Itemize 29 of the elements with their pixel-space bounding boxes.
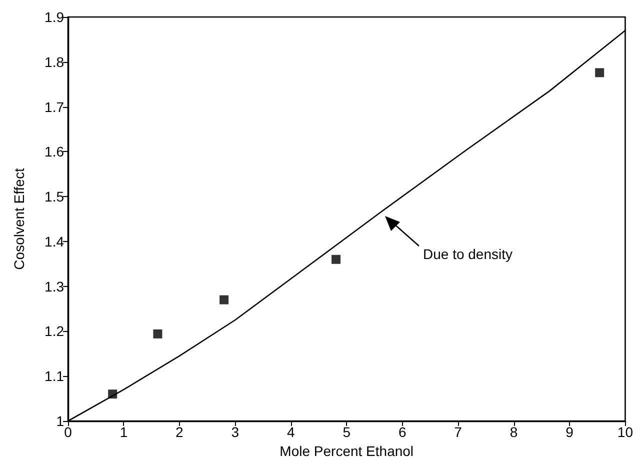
x-tick-label: 6 bbox=[398, 424, 406, 440]
x-axis-title: Mole Percent Ethanol bbox=[280, 442, 414, 459]
x-tick-label: 4 bbox=[286, 424, 295, 440]
y-tick-label: 1.8 bbox=[44, 54, 64, 70]
y-tick-label: 1.7 bbox=[44, 98, 64, 115]
x-tick-label: 3 bbox=[231, 424, 240, 440]
x-tick-label: 1 bbox=[120, 424, 128, 440]
y-tick-label: 1.9 bbox=[44, 9, 64, 25]
x-tick-label: 0 bbox=[64, 424, 72, 440]
x-tick-label: 2 bbox=[176, 424, 184, 440]
point bbox=[220, 295, 229, 304]
point bbox=[108, 390, 118, 399]
y-tick-label: 1.5 bbox=[44, 188, 64, 205]
y-tick-label: 1.4 bbox=[44, 233, 64, 250]
y-tick-label: 1.6 bbox=[44, 144, 64, 160]
x-tick-label: 8 bbox=[510, 424, 518, 440]
x-tick-label: 9 bbox=[566, 424, 574, 440]
point bbox=[595, 68, 604, 78]
y-tick-label: 1.2 bbox=[44, 323, 64, 340]
point bbox=[332, 254, 341, 264]
x-tick-label: 10 bbox=[617, 424, 634, 440]
y-axis-title: Cosolvent Effect bbox=[11, 168, 27, 270]
x-tick-label: 7 bbox=[454, 424, 462, 440]
x-tick-label: 5 bbox=[342, 424, 351, 440]
annotation: Due to density bbox=[423, 246, 512, 262]
y-tick-label: 1 bbox=[56, 413, 64, 429]
y-tick-label: 1.1 bbox=[44, 368, 64, 384]
y-tick-label: 1.3 bbox=[44, 278, 64, 294]
point bbox=[153, 329, 162, 338]
